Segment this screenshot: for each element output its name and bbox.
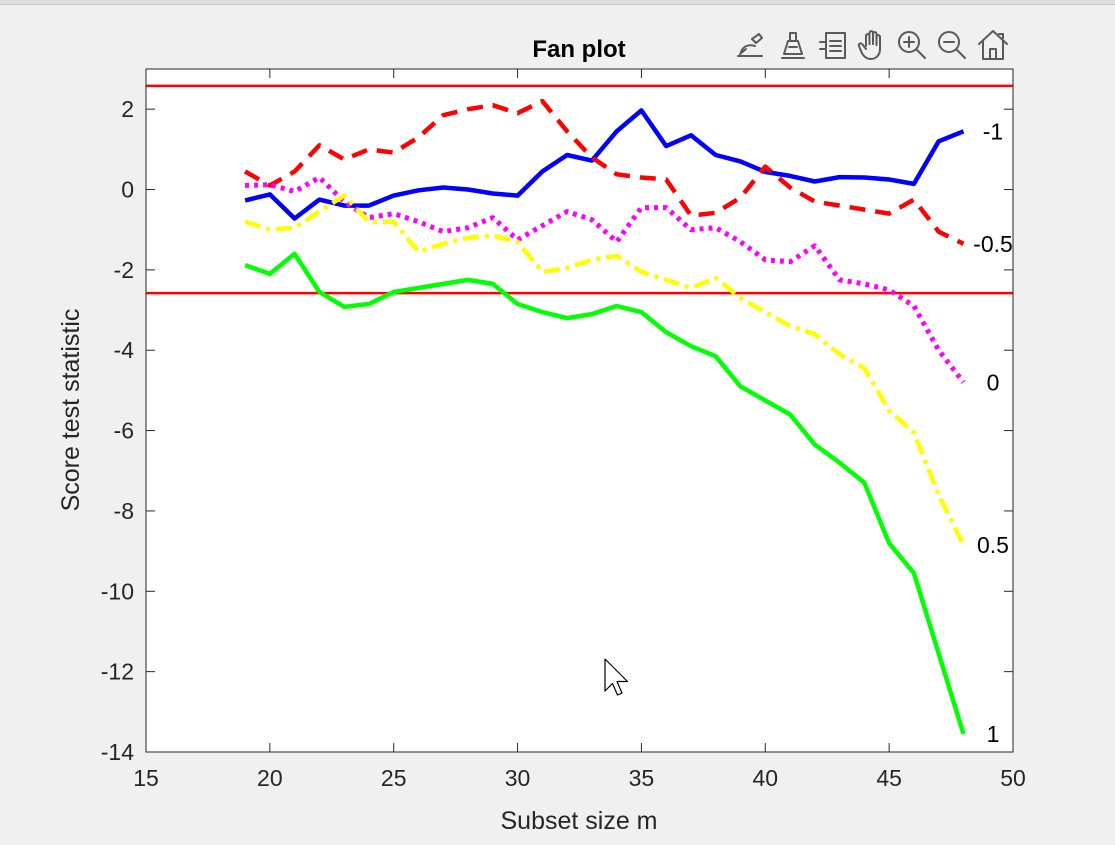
y-tick-label: -8 [114, 498, 134, 524]
pan-icon[interactable] [855, 27, 889, 61]
y-tick-label: -10 [101, 578, 134, 604]
series-label-0: 0 [987, 369, 1000, 395]
series-labels: -1 -0.5 0 0.5 1 [973, 118, 1013, 747]
legend-icon[interactable] [816, 28, 850, 62]
home-icon[interactable] [975, 27, 1009, 61]
y-tick-label: -12 [101, 659, 134, 685]
x-tick-label: 40 [752, 765, 778, 791]
zoom-out-icon[interactable] [934, 27, 968, 61]
series-lines [243, 98, 966, 735]
y-tick-label: -14 [101, 739, 134, 765]
reference-lines [146, 84, 1013, 295]
x-tick-label: 45 [876, 765, 902, 791]
x-tick-label: 35 [629, 765, 655, 791]
window-top-strip [0, 0, 1115, 5]
axes-background [146, 69, 1013, 752]
series-label--0.5: -0.5 [973, 231, 1013, 257]
x-axis-label: Subset size m [500, 807, 657, 835]
series-line-1 [244, 251, 966, 735]
chart-title: Fan plot [532, 36, 625, 63]
axes-box [145, 68, 1014, 753]
y-tick-label: 0 [121, 177, 134, 203]
y-tick-label: 2 [121, 96, 134, 122]
x-tick-label: 30 [505, 765, 531, 791]
zoom-in-icon[interactable] [894, 27, 928, 61]
series-label-1: 1 [987, 721, 1000, 747]
x-tick-label: 15 [133, 765, 159, 791]
x-tick-label: 20 [257, 765, 283, 791]
series-line--0.5 [243, 98, 965, 246]
mouse-pointer-icon [604, 658, 629, 696]
x-tick-label: 25 [381, 765, 407, 791]
brush-icon[interactable] [733, 28, 767, 62]
x-tick-label: 50 [1000, 765, 1026, 791]
series-line--1 [244, 108, 965, 221]
axes-toolbar [733, 27, 1009, 62]
data-cursor-icon[interactable] [775, 28, 809, 62]
series-label--1: -1 [983, 118, 1003, 144]
series-line-0.5 [244, 193, 966, 547]
series-label-0.5: 0.5 [977, 532, 1009, 558]
y-tick-label: -2 [114, 257, 134, 283]
y-tick-label: -4 [114, 337, 135, 363]
y-axis-label: Score test statistic [57, 309, 85, 512]
y-tick-label: -6 [114, 418, 134, 444]
